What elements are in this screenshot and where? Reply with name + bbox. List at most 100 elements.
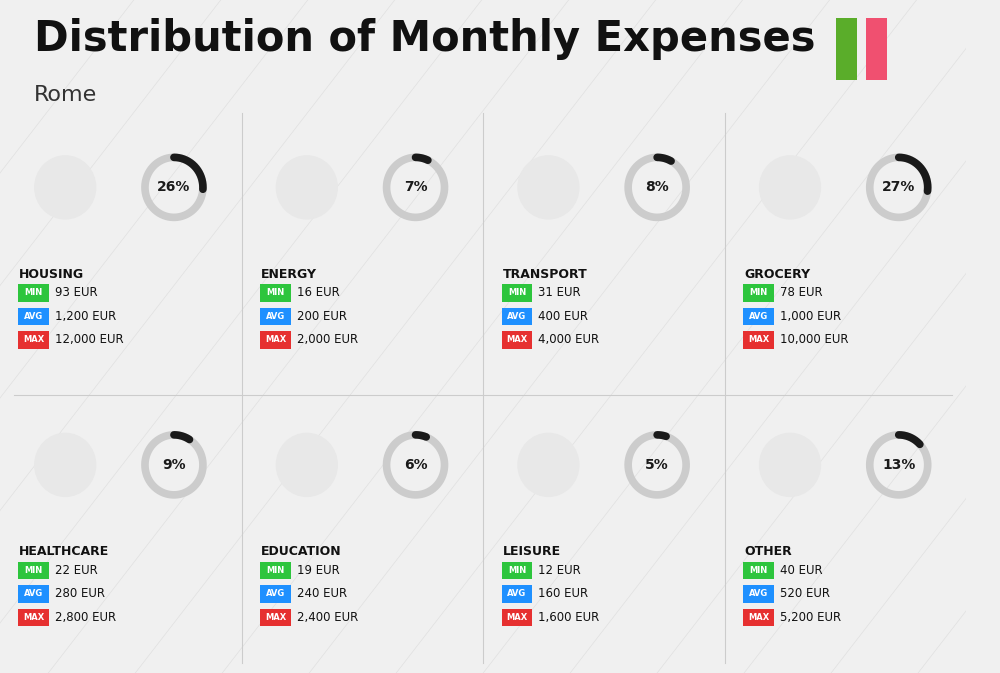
Text: 12 EUR: 12 EUR	[538, 564, 581, 577]
Text: AVG: AVG	[749, 590, 768, 598]
Text: 2,800 EUR: 2,800 EUR	[55, 611, 116, 624]
FancyBboxPatch shape	[866, 18, 887, 80]
Text: 22 EUR: 22 EUR	[55, 564, 98, 577]
Text: MAX: MAX	[23, 613, 44, 622]
Text: 78 EUR: 78 EUR	[780, 286, 822, 299]
FancyBboxPatch shape	[18, 585, 49, 602]
Text: GROCERY: GROCERY	[744, 268, 810, 281]
Circle shape	[760, 433, 820, 497]
Text: MAX: MAX	[265, 335, 286, 345]
FancyBboxPatch shape	[743, 608, 774, 626]
Text: AVG: AVG	[749, 312, 768, 321]
Text: 4,000 EUR: 4,000 EUR	[538, 333, 599, 347]
FancyBboxPatch shape	[260, 561, 291, 579]
Text: 19 EUR: 19 EUR	[297, 564, 339, 577]
FancyBboxPatch shape	[502, 308, 532, 325]
Text: 240 EUR: 240 EUR	[297, 588, 347, 600]
Text: AVG: AVG	[266, 590, 285, 598]
Text: 200 EUR: 200 EUR	[297, 310, 347, 323]
FancyBboxPatch shape	[502, 585, 532, 602]
FancyBboxPatch shape	[260, 585, 291, 602]
Text: MIN: MIN	[25, 566, 43, 575]
Text: MAX: MAX	[265, 613, 286, 622]
Text: MAX: MAX	[748, 613, 769, 622]
Text: Rome: Rome	[34, 85, 97, 105]
Text: 6%: 6%	[404, 458, 427, 472]
Text: EDUCATION: EDUCATION	[261, 545, 342, 559]
Text: 93 EUR: 93 EUR	[55, 286, 98, 299]
FancyBboxPatch shape	[18, 284, 49, 302]
Text: AVG: AVG	[507, 590, 527, 598]
FancyBboxPatch shape	[743, 308, 774, 325]
Text: 160 EUR: 160 EUR	[538, 588, 588, 600]
Text: MIN: MIN	[25, 288, 43, 297]
Text: 16 EUR: 16 EUR	[297, 286, 339, 299]
Text: 5,200 EUR: 5,200 EUR	[780, 611, 841, 624]
Text: 1,000 EUR: 1,000 EUR	[780, 310, 841, 323]
Text: ENERGY: ENERGY	[261, 268, 317, 281]
Text: MIN: MIN	[266, 288, 285, 297]
FancyBboxPatch shape	[18, 561, 49, 579]
Text: AVG: AVG	[24, 590, 43, 598]
Text: 8%: 8%	[645, 180, 669, 194]
FancyBboxPatch shape	[836, 18, 857, 80]
Text: MIN: MIN	[508, 288, 526, 297]
Text: Distribution of Monthly Expenses: Distribution of Monthly Expenses	[34, 18, 815, 60]
FancyBboxPatch shape	[743, 284, 774, 302]
FancyBboxPatch shape	[260, 284, 291, 302]
Text: MAX: MAX	[748, 335, 769, 345]
Text: 10,000 EUR: 10,000 EUR	[780, 333, 848, 347]
Text: 31 EUR: 31 EUR	[538, 286, 581, 299]
Text: 9%: 9%	[162, 458, 186, 472]
Text: 2,400 EUR: 2,400 EUR	[297, 611, 358, 624]
Text: 12,000 EUR: 12,000 EUR	[55, 333, 124, 347]
Text: 26%: 26%	[157, 180, 191, 194]
FancyBboxPatch shape	[502, 608, 532, 626]
Text: 5%: 5%	[645, 458, 669, 472]
Text: 27%: 27%	[882, 180, 915, 194]
FancyBboxPatch shape	[260, 308, 291, 325]
FancyBboxPatch shape	[743, 561, 774, 579]
Text: 13%: 13%	[882, 458, 915, 472]
Text: 520 EUR: 520 EUR	[780, 588, 830, 600]
Text: 40 EUR: 40 EUR	[780, 564, 822, 577]
FancyBboxPatch shape	[260, 608, 291, 626]
Text: MIN: MIN	[749, 288, 768, 297]
Text: 2,000 EUR: 2,000 EUR	[297, 333, 358, 347]
Text: MAX: MAX	[506, 613, 528, 622]
Text: OTHER: OTHER	[744, 545, 792, 559]
Text: 1,200 EUR: 1,200 EUR	[55, 310, 116, 323]
Text: MIN: MIN	[508, 566, 526, 575]
Text: HOUSING: HOUSING	[19, 268, 84, 281]
Circle shape	[760, 156, 820, 219]
FancyBboxPatch shape	[18, 608, 49, 626]
FancyBboxPatch shape	[502, 561, 532, 579]
Text: 400 EUR: 400 EUR	[538, 310, 588, 323]
Text: MIN: MIN	[749, 566, 768, 575]
FancyBboxPatch shape	[743, 331, 774, 349]
FancyBboxPatch shape	[18, 308, 49, 325]
Circle shape	[35, 433, 96, 497]
Circle shape	[518, 156, 579, 219]
Text: MAX: MAX	[23, 335, 44, 345]
Text: MAX: MAX	[506, 335, 528, 345]
Text: MIN: MIN	[266, 566, 285, 575]
Text: 7%: 7%	[404, 180, 427, 194]
Text: AVG: AVG	[507, 312, 527, 321]
Text: 280 EUR: 280 EUR	[55, 588, 105, 600]
Circle shape	[35, 156, 96, 219]
FancyBboxPatch shape	[502, 331, 532, 349]
FancyBboxPatch shape	[502, 284, 532, 302]
Text: AVG: AVG	[266, 312, 285, 321]
Circle shape	[276, 433, 337, 497]
FancyBboxPatch shape	[18, 331, 49, 349]
FancyBboxPatch shape	[743, 585, 774, 602]
Circle shape	[276, 156, 337, 219]
Text: LEISURE: LEISURE	[503, 545, 561, 559]
Text: HEALTHCARE: HEALTHCARE	[19, 545, 110, 559]
FancyBboxPatch shape	[260, 331, 291, 349]
Text: 1,600 EUR: 1,600 EUR	[538, 611, 600, 624]
Text: AVG: AVG	[24, 312, 43, 321]
Text: TRANSPORT: TRANSPORT	[503, 268, 587, 281]
Circle shape	[518, 433, 579, 497]
